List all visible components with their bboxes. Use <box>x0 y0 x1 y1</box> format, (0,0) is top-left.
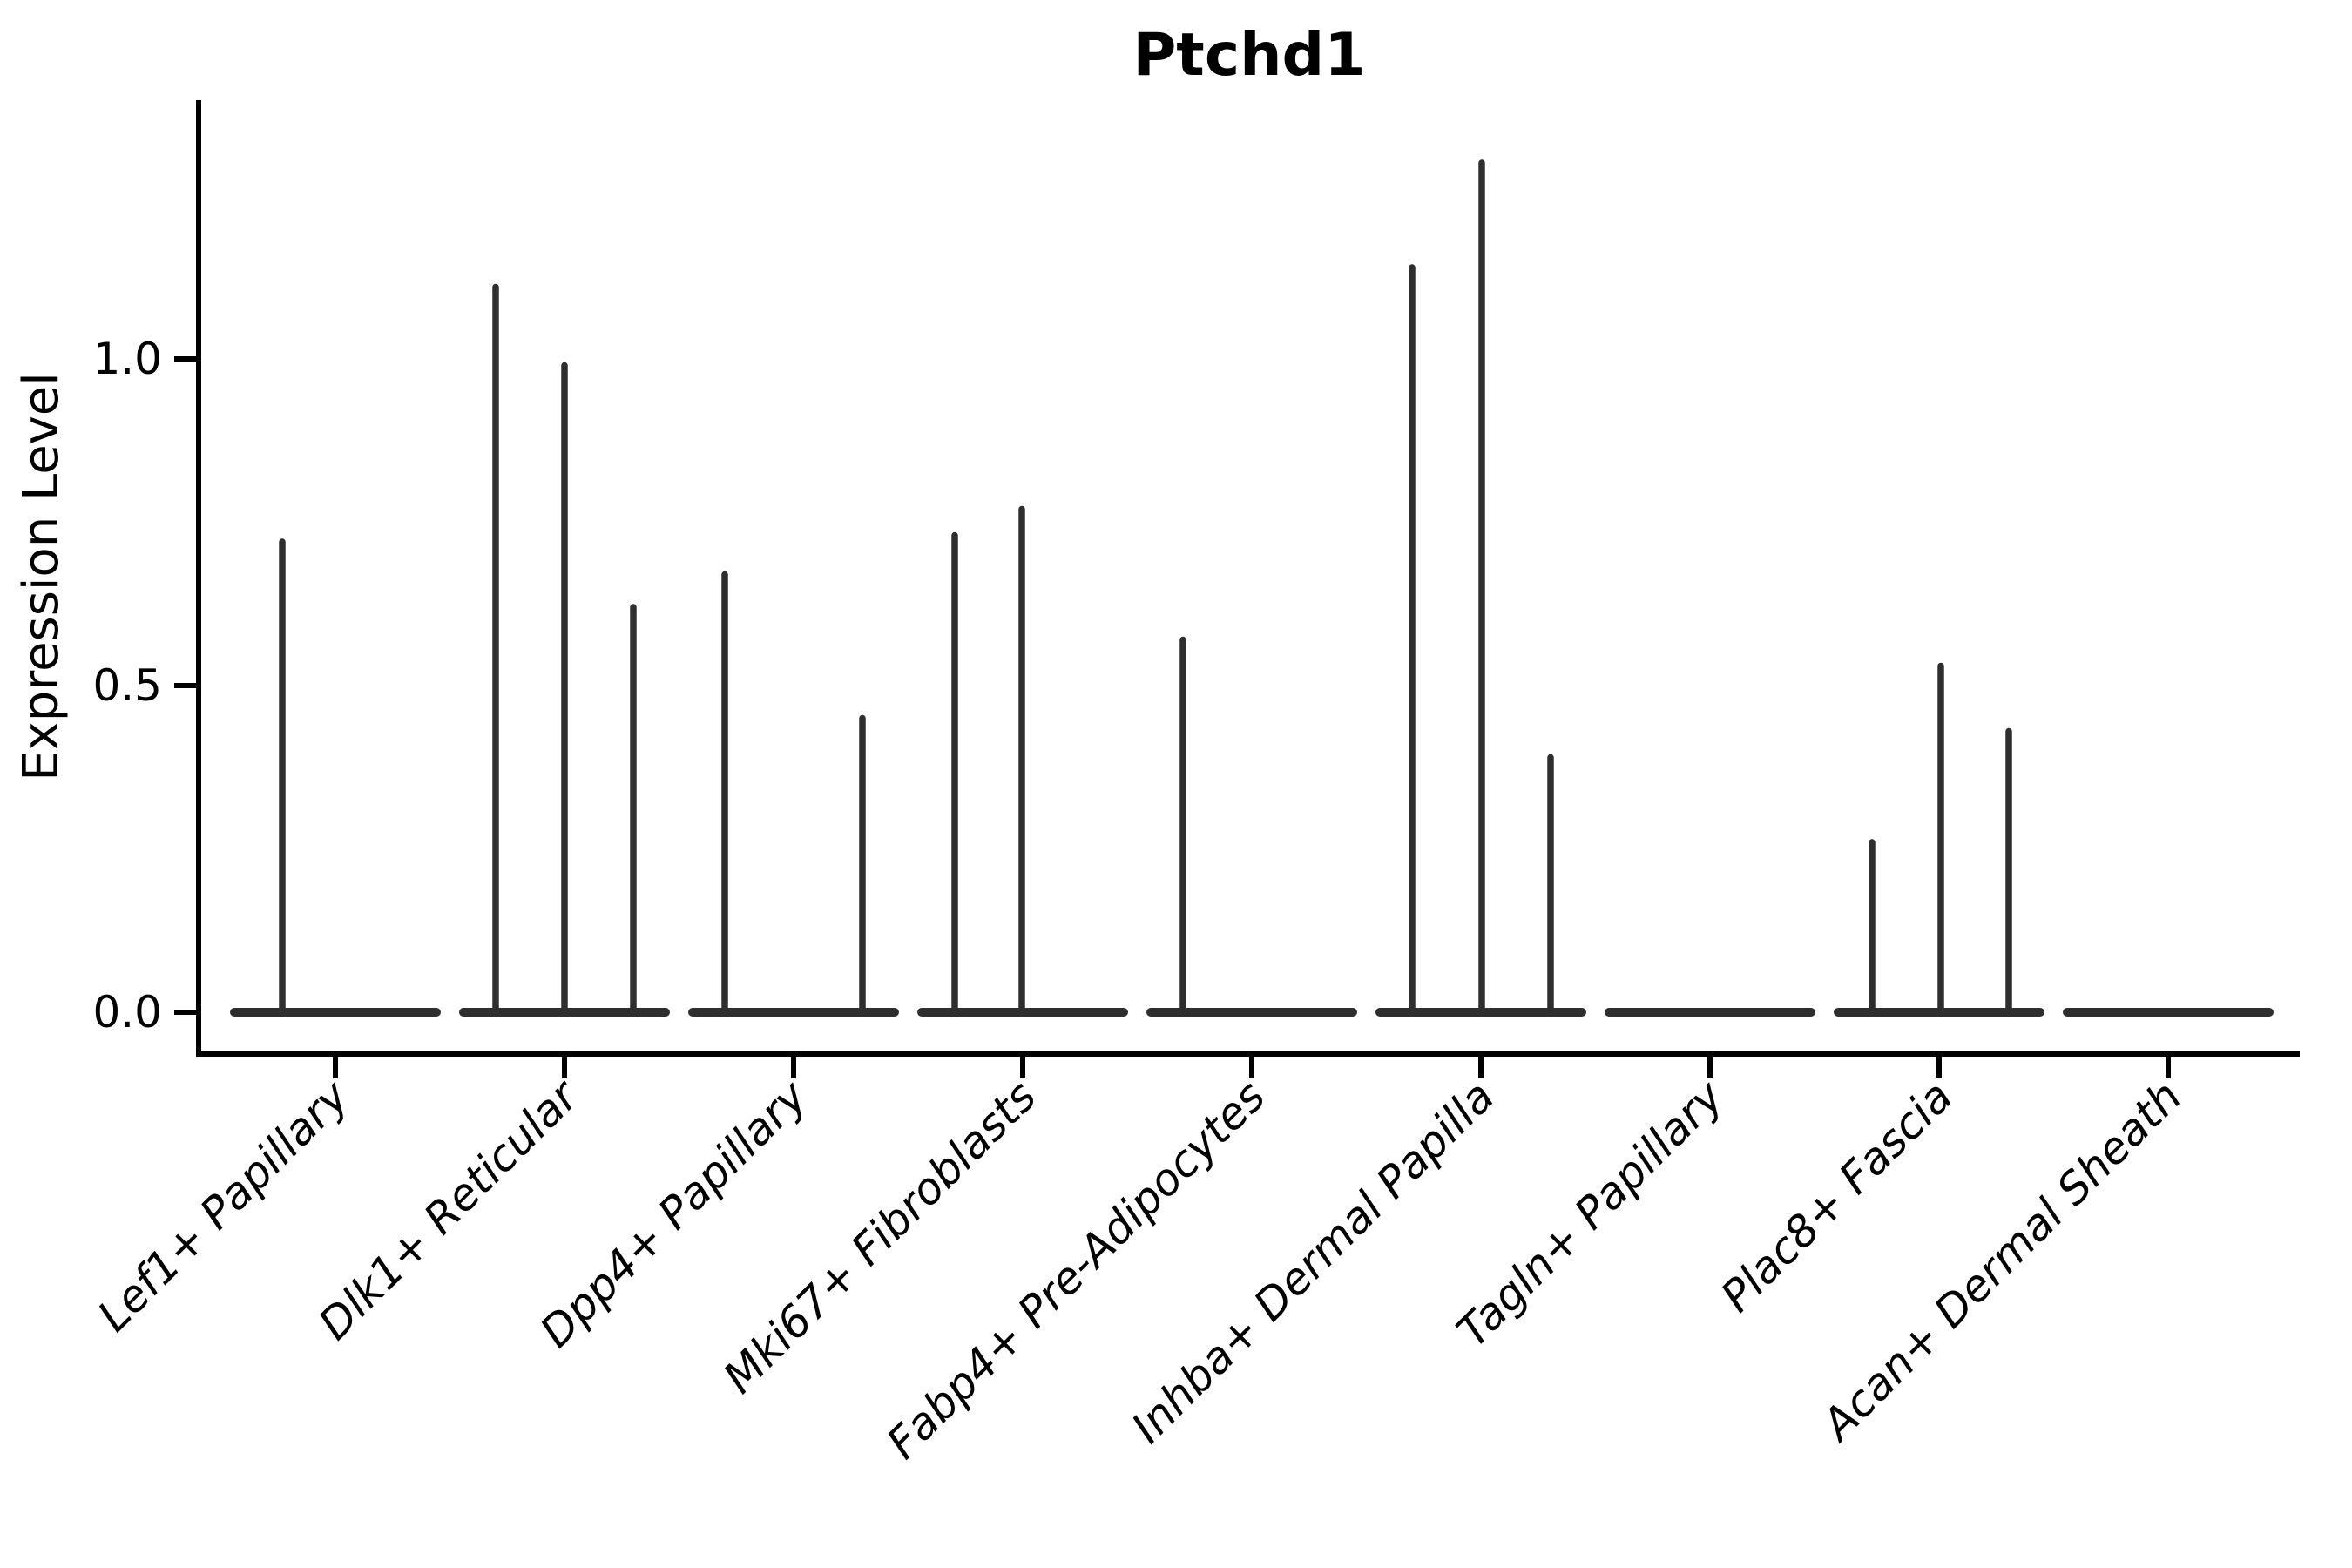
y-tick-label: 0.0 <box>92 987 162 1037</box>
chart-title: Ptchd1 <box>1132 21 1365 90</box>
x-tick-label: Plac8+ Fascia <box>1712 1071 1963 1321</box>
x-tick-label: Fabp4+ Pre-Adipocytes <box>877 1071 1275 1469</box>
y-axis-label: Expression Level <box>13 372 70 781</box>
y-tick-label: 0.5 <box>92 660 162 711</box>
violins-group <box>230 159 2274 1017</box>
x-tick-label: Acan+ Dermal Sheath <box>1811 1071 2192 1451</box>
y-tick-label: 1.0 <box>92 334 162 384</box>
x-tick-label: Lef1+ Papillary <box>88 1070 359 1341</box>
x-tick-label: Inhba+ Dermal Papilla <box>1122 1071 1504 1452</box>
